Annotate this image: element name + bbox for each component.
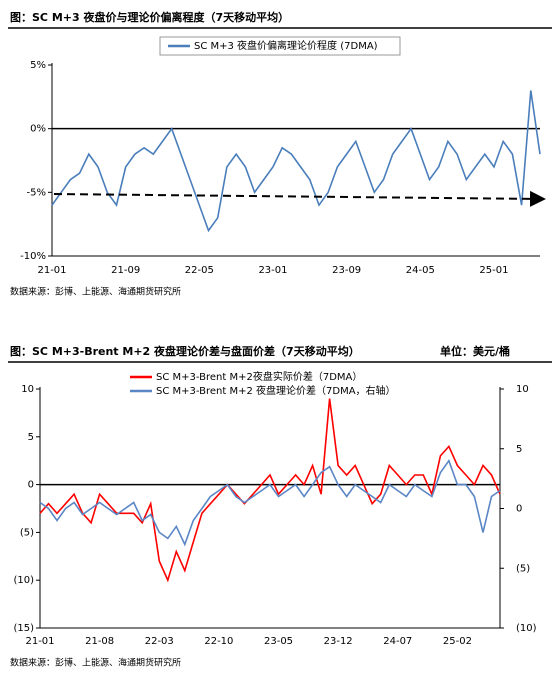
series-line (39, 458, 501, 547)
y-tick-label: (15) (13, 623, 34, 634)
trend-arrow (53, 190, 546, 207)
legend-label: SC M+3 夜盘价偏离理论价程度 (7DMA) (194, 39, 378, 52)
y2-tick-label: (5) (516, 563, 530, 574)
chart-title: 图：SC M+3 夜盘价与理论价偏离程度（7天移动平均） (10, 10, 289, 24)
y-tick-label: 10 (21, 384, 34, 395)
unit-label: 单位：美元/桶 (440, 344, 510, 358)
x-tick-label: 22-03 (145, 636, 174, 647)
y-tick-label: -10% (20, 251, 46, 262)
x-tick-label: 22-10 (204, 636, 233, 647)
x-tick-label: 21-08 (85, 636, 114, 647)
y2-tick-label: 10 (516, 384, 529, 395)
legend-box (159, 36, 401, 56)
x-tick-label: 22-05 (185, 265, 214, 276)
y-tick-label: 0% (30, 124, 46, 135)
y-tick-label: (5) (20, 527, 34, 538)
x-tick-label: 23-12 (324, 636, 353, 647)
chart-title: 图：SC M+3-Brent M+2 夜盘理论价差与盘面价差（7天移动平均） (10, 344, 360, 358)
y-tick-label: -5% (27, 187, 46, 198)
x-tick-label: 21-09 (111, 265, 140, 276)
series-line (51, 90, 541, 233)
source-note: 数据来源：彭博、上能源、海通期货研究所 (10, 286, 181, 298)
x-tick-label: 24-05 (406, 265, 435, 276)
x-tick-label: 25-02 (443, 636, 472, 647)
x-tick-label: 21-01 (37, 265, 66, 276)
x-tick-label: 24-07 (383, 636, 412, 647)
y-tick-label: 0 (28, 480, 34, 491)
source-note: 数据来源：彭博、上能源、海通期货研究所 (10, 657, 181, 669)
x-tick-label: 23-01 (258, 265, 287, 276)
legend-label: SC M+3-Brent M+2夜盘实际价差（7DMA） (156, 370, 362, 383)
x-tick-label: 25-01 (479, 265, 508, 276)
y2-tick-label: 5 (516, 444, 522, 455)
y2-tick-label: 0 (516, 504, 522, 515)
series-line (39, 398, 501, 583)
x-tick-label: 21-01 (25, 636, 54, 647)
y-tick-label: 5% (30, 60, 46, 71)
y-tick-label: (10) (13, 575, 34, 586)
x-tick-label: 23-05 (264, 636, 293, 647)
x-tick-label: 23-09 (332, 265, 361, 276)
y2-tick-label: (10) (516, 623, 537, 634)
y-tick-label: 5 (28, 432, 34, 443)
legend-label: SC M+3-Brent M+2 夜盘理论价差（7DMA，右轴） (156, 384, 396, 397)
